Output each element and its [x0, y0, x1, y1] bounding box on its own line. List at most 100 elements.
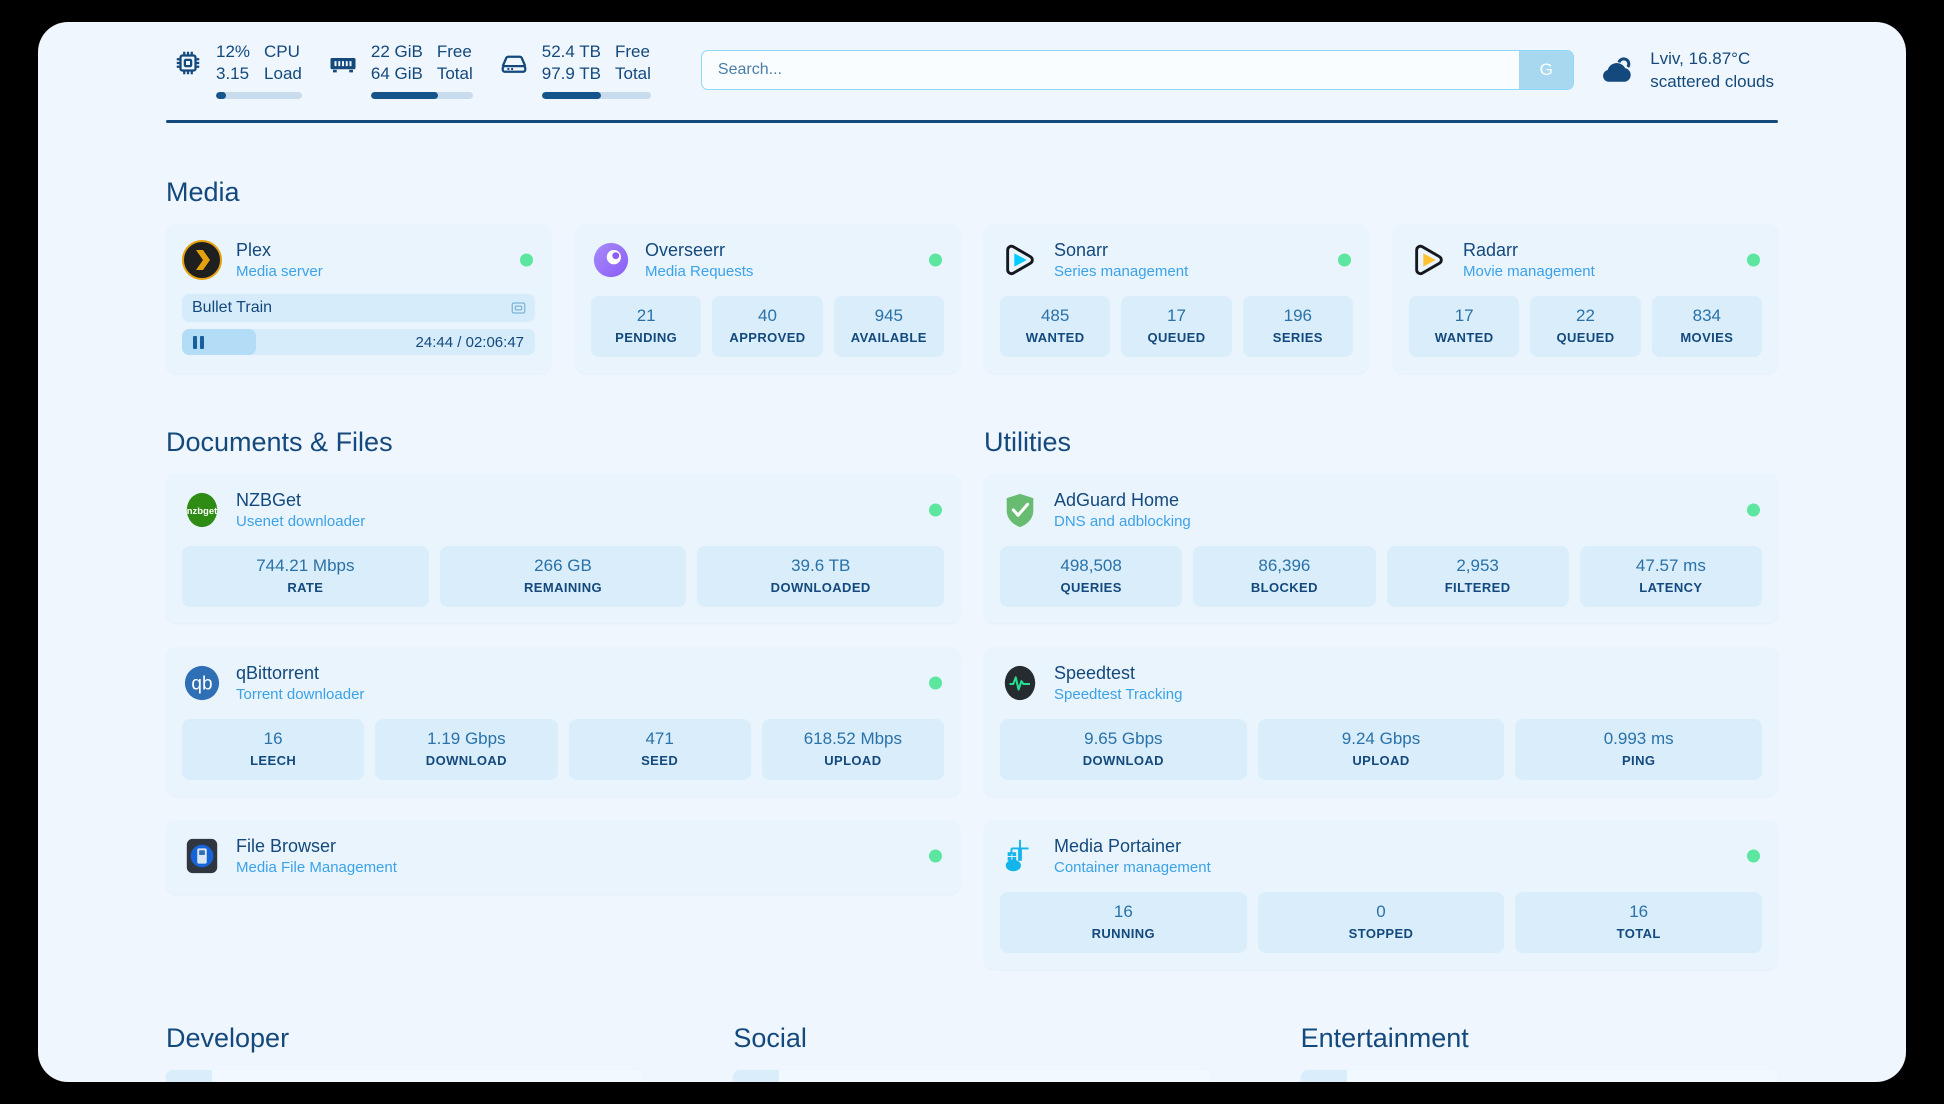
card-header: Plex Media server — [182, 238, 535, 282]
docs-utilities-columns: Documents & Files nzbget — [166, 373, 1778, 969]
bookmark-item-linkedin[interactable]: LI LinkedIn linkedin.com — [733, 1070, 1211, 1082]
cloud-icon — [1598, 51, 1636, 89]
bookmark-item-github[interactable]: GH Github github.com — [166, 1070, 644, 1082]
bookmark-group-title: Entertainment — [1300, 1023, 1469, 1053]
stat-label: QUERIES — [1060, 580, 1122, 595]
service-card-radarr[interactable]: Radarr Movie management 17 WANTED 22 QUE… — [1393, 224, 1778, 373]
card-stats: 21 PENDING 40 APPROVED 945 AVAILABLE — [591, 296, 944, 357]
card-header: Overseerr Media Requests — [591, 238, 944, 282]
card-stats: 16 LEECH 1.19 Gbps DOWNLOAD 471 SEED — [182, 719, 944, 780]
search-bar[interactable]: G — [700, 50, 1575, 90]
header-divider — [166, 120, 1778, 123]
stat-label: TOTAL — [1616, 926, 1661, 941]
card-subtitle: Movie management — [1463, 262, 1595, 280]
section-title-utilities: Utilities — [984, 427, 1072, 457]
bookmark-group-developer: Developer GH Github github.com SO StackO… — [166, 1023, 733, 1082]
playback-time: 24:44 / 02:06:47 — [416, 334, 524, 351]
bookmark-list: YT YouTube youtube.com NF Netflix netfli… — [1300, 1070, 1778, 1082]
section-title-media: Media — [166, 177, 240, 207]
stat-tile: 471 SEED — [568, 719, 751, 780]
cast-icon[interactable] — [511, 301, 526, 316]
service-card-qbittorrent[interactable]: qb qBittorrent Torrent downloader — [166, 647, 960, 796]
card-subtitle: DNS and adblocking — [1054, 512, 1191, 530]
service-card-sonarr[interactable]: Sonarr Series management 485 WANTED 17 Q… — [984, 224, 1369, 373]
bookmark-name: LinkedIn — [779, 1080, 1113, 1082]
dashboard-screen: 12% 3.15 CPU Load — [38, 22, 1906, 1082]
stat-tile: 21 PENDING — [591, 296, 702, 357]
stat-label: UPLOAD — [824, 753, 882, 768]
svg-text:qb: qb — [191, 674, 212, 695]
stat-label: DOWNLOADED — [770, 580, 871, 595]
card-title: Media Portainer — [1054, 835, 1182, 856]
stat-label: QUEUED — [1147, 330, 1206, 345]
bookmark-group-entertainment: Entertainment YT YouTube youtube.com NF … — [1300, 1023, 1778, 1082]
stat-value: 471 — [645, 729, 674, 748]
plex-now-playing: Bullet Train 24:44 / — [182, 294, 535, 355]
cpu-label-bottom: Load — [264, 64, 302, 83]
stat-value: 9.24 Gbps — [1341, 729, 1421, 748]
stat-tile: 16 RUNNING — [1000, 892, 1247, 953]
service-card-adguard-home[interactable]: AdGuard Home DNS and adblocking 498,508 … — [984, 474, 1778, 623]
adguard-logo — [1000, 490, 1040, 530]
bookmark-item-youtube[interactable]: YT YouTube youtube.com — [1300, 1070, 1778, 1082]
nzbget-logo: nzbget — [182, 490, 222, 530]
stat-label: SERIES — [1272, 330, 1323, 345]
stat-tile: 498,508 QUERIES — [1000, 546, 1183, 607]
memory-label-bottom: Total — [436, 64, 473, 83]
bookmark-name: Github — [212, 1080, 556, 1082]
search-submit-button[interactable]: G — [1519, 51, 1574, 89]
stat-tile: 9.65 Gbps DOWNLOAD — [1000, 719, 1247, 780]
card-header: Radarr Movie management — [1409, 238, 1762, 282]
bookmarks-row: Developer GH Github github.com SO StackO… — [166, 1023, 1778, 1082]
playback-progress-bar[interactable]: 24:44 / 02:06:47 — [182, 329, 535, 355]
search-input[interactable] — [701, 51, 1520, 89]
stat-tile: 39.6 TB DOWNLOADED — [697, 546, 945, 607]
stat-tile: 744.21 Mbps RATE — [182, 546, 429, 607]
bookmark-name: YouTube — [1347, 1080, 1678, 1082]
card-header: Sonarr Series management — [1000, 238, 1353, 282]
cpu-chip-icon — [173, 48, 203, 78]
stat-label: LEECH — [250, 753, 297, 768]
stat-tile: 0 STOPPED — [1257, 892, 1505, 953]
qbittorrent-logo: qb — [182, 663, 222, 703]
dashboard-content: Media Plex Media server — [38, 177, 1906, 1082]
weather-widget: Lviv, 16.87°C scattered clouds — [1598, 47, 1774, 93]
service-card-nzbget[interactable]: nzbget NZBGet Usenet downloader 74 — [166, 474, 960, 623]
memory-usage-bar — [370, 92, 473, 99]
card-stats: 744.21 Mbps RATE 266 GB REMAINING 39.6 T… — [182, 546, 945, 607]
radarr-logo — [1409, 240, 1449, 280]
stat-label: LATENCY — [1639, 580, 1703, 595]
card-stats: 16 RUNNING 0 STOPPED 16 TOTAL — [1000, 892, 1763, 953]
service-card-overseerr[interactable]: Overseerr Media Requests 21 PENDING 40 A… — [575, 224, 960, 373]
stat-value: 196 — [1283, 306, 1312, 325]
status-badge-online — [1338, 253, 1351, 267]
stat-value: 9.65 Gbps — [1084, 729, 1163, 748]
card-title: File Browser — [236, 835, 337, 856]
stat-value: 266 GB — [534, 556, 592, 575]
filebrowser-logo — [182, 836, 222, 876]
stat-value: 16 — [1629, 902, 1649, 921]
stat-value: 945 — [874, 306, 903, 325]
card-header: Speedtest Speedtest Tracking — [1000, 661, 1762, 705]
cpu-label-top: CPU — [264, 42, 300, 61]
portainer-logo — [1000, 836, 1040, 876]
cpu-usage-bar — [216, 92, 302, 99]
stat-value: 22 — [1576, 306, 1595, 325]
stat-value: 1.19 Gbps — [427, 729, 506, 748]
service-card-media-portainer[interactable]: Media Portainer Container management 16 … — [984, 820, 1778, 969]
card-stats: 498,508 QUERIES 86,396 BLOCKED 2,953 FIL… — [1000, 546, 1762, 607]
service-card-file-browser[interactable]: File Browser Media File Management — [166, 820, 960, 894]
card-subtitle: Media File Management — [236, 858, 397, 876]
media-card-row: Plex Media server Bullet Train — [166, 224, 1778, 373]
documents-card-stack: nzbget NZBGet Usenet downloader 74 — [166, 474, 960, 894]
pause-icon[interactable] — [193, 335, 204, 349]
stat-value: 17 — [1454, 306, 1474, 325]
stat-label: WANTED — [1434, 330, 1494, 345]
section-title-documents: Documents & Files — [166, 427, 393, 457]
stat-label: SEED — [641, 753, 679, 768]
service-card-speedtest[interactable]: Speedtest Speedtest Tracking 9.65 Gbps D… — [984, 647, 1778, 796]
card-title: NZBGet — [236, 489, 302, 510]
card-header: Media Portainer Container management — [1000, 834, 1762, 878]
memory-free-value: 22 GiB — [370, 42, 423, 61]
service-card-plex[interactable]: Plex Media server Bullet Train — [166, 224, 551, 373]
